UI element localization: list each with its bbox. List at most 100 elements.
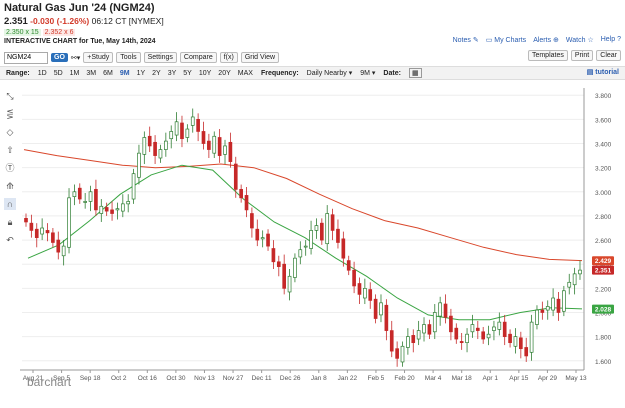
crosshair-icon[interactable]: ⤡ [6,91,14,101]
candle-body [45,230,50,234]
plus-icon: ⊕ [553,37,559,44]
candle-body [508,333,512,344]
range-option[interactable]: 20Y [218,69,231,77]
notes-link[interactable]: Notes ✎ [452,37,479,44]
candle-body [34,228,39,239]
top-links: Notes ✎ ▭ My Charts Alerts ⊕ Watch ☆ Hel… [453,36,621,44]
magnet-icon[interactable]: ∩ [4,198,16,210]
frequency-select[interactable]: Daily Nearby ▾ [306,70,353,77]
candle-body [449,315,453,333]
bid-ask: 2.350 x 15 2.352 x 6 [4,29,164,36]
range-option[interactable]: MAX [237,69,253,77]
ask-value: 2.352 x 6 [42,29,76,36]
notes-icon: ✎ [472,37,479,44]
lock-icon[interactable]: 🔒︎ [7,217,13,227]
range-option[interactable]: 1M [69,69,80,77]
candle-body [368,289,373,301]
add-study-button[interactable]: +Study [83,52,114,63]
price-change: -0.030 (-1.26%) [30,16,90,26]
x-tick-label: Oct 2 [111,375,127,382]
candle-body [551,297,555,311]
range-option[interactable]: 5Y [183,69,192,77]
tools-button[interactable]: Tools [116,52,141,63]
candle-body [174,121,179,136]
candle-body [562,290,566,312]
range-option[interactable]: 2Y [152,69,161,77]
candle-body [572,273,577,286]
print-button[interactable]: Print [570,50,594,61]
candle-body [389,330,394,352]
candle-body [330,214,335,231]
x-tick-label: May 13 [565,375,587,382]
candle-body [77,187,82,200]
tutorial-link[interactable]: ▤ tutorial [586,69,619,76]
candle-body [56,239,61,253]
candle-body [88,191,93,202]
quote-time: 06:12 CT [NYMEX] [91,16,164,26]
range-option[interactable]: 1D [37,69,47,77]
candle-body [465,333,469,344]
range-option[interactable]: 3Y [167,69,177,77]
candle-body [120,203,125,212]
range-label: Range: [6,69,30,77]
shape-icon[interactable]: ◇ [6,127,14,137]
candle-body [438,302,442,317]
text-icon[interactable]: Ⓣ [5,163,15,173]
settings-button[interactable]: Settings [143,52,177,63]
candle-body [502,321,507,337]
function-button[interactable]: f(x) [219,52,238,63]
candle-body [158,149,163,159]
symbol-input[interactable] [4,51,48,64]
date-label: Date: [383,69,401,77]
fib-icon[interactable]: ⋚ [6,109,14,119]
candle-body [115,208,120,211]
candle-body [126,201,131,205]
range-option[interactable]: 6M [103,69,113,77]
period-select[interactable]: 9M ▾ [360,70,376,77]
candle-body [443,303,448,318]
y-tick-label: 2.000 [595,310,612,317]
range-option[interactable]: 1Y [136,69,146,77]
range-option[interactable]: 3M [86,69,97,77]
help-link[interactable]: Help ? [600,36,621,43]
quote-header: Natural Gas Jun '24 (NGM24) 2.351 -0.030… [4,2,164,45]
calendar-icon[interactable]: ▦ [408,68,422,78]
candle-body [266,233,270,247]
candle-body [454,327,459,340]
alerts-link[interactable]: Alerts ⊕ [533,37,559,44]
candle-body [492,326,496,331]
grid-view-button[interactable]: Grid View [240,52,280,63]
candle-body [475,327,480,331]
range-option[interactable]: 5D [53,69,63,77]
clear-button[interactable]: Clear [596,50,621,61]
price-marker [592,265,614,275]
undo-icon[interactable]: ↶ [6,235,14,245]
candle-body [578,269,582,275]
candle-body [201,131,206,144]
arrow-icon[interactable]: ⇧ [6,145,14,155]
candle-body [545,306,550,311]
go-button[interactable]: GO [51,53,68,62]
candle-body [346,260,351,271]
x-tick-label: Mar 4 [425,375,442,382]
candle-body [228,141,233,162]
chain-icon[interactable]: ⚯▾ [70,54,81,62]
candle-body [94,189,98,211]
last-price: 2.351 [4,16,28,27]
pattern-icon[interactable]: ⟰ [6,181,14,191]
price-line: 2.351 -0.030 (-1.26%) 06:12 CT [NYMEX] [4,16,164,27]
range-option[interactable]: 9M [119,69,130,77]
my-charts-link[interactable]: ▭ My Charts [485,37,527,44]
candle-body [260,237,265,240]
candle-body [567,281,572,288]
drawing-tools: ⤡ ⋚ ◇ ⇧ Ⓣ ⟰ ∩ 🔒︎ ↶ [4,90,16,252]
price-chart[interactable]: 3.8003.6003.4003.2003.0002.8002.6002.400… [0,82,625,408]
x-tick-label: Apr 1 [482,375,498,382]
templates-button[interactable]: Templates [527,50,568,61]
candle-body [309,230,313,249]
range-option[interactable]: 10Y [198,69,212,77]
compare-button[interactable]: Compare [179,52,217,63]
candle-body [180,122,184,140]
watch-link[interactable]: Watch ☆ [565,37,594,44]
x-tick-label: Nov 27 [223,375,244,382]
